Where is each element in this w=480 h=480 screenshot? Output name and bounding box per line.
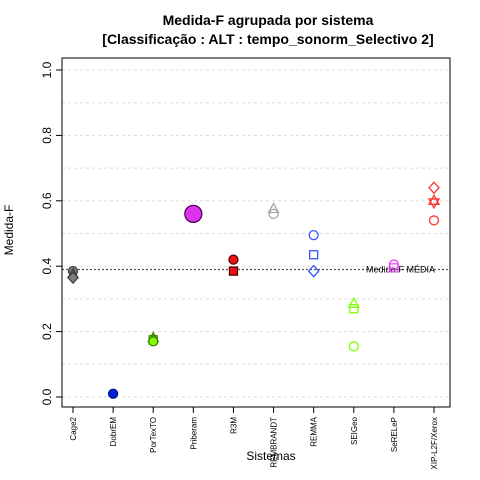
data-point [308,229,319,241]
data-point [428,181,440,195]
data-point [267,202,280,214]
data-point [307,264,320,278]
reference-line-label: Medida-F MÉDIA [366,264,435,274]
x-tick-label: PorTexTO [149,417,158,453]
y-tick-label: 0.4 [40,258,54,275]
x-tick-label: XIP-L2F/Xerox [430,417,439,469]
data-point [349,304,359,314]
data-point [228,254,239,265]
x-tick-label: SEIGeo [350,416,359,445]
chart-title: Medida-F agrupada por sistema [163,12,374,28]
data-point [228,266,239,276]
y-tick-label: 0.0 [40,388,54,405]
data-point [184,204,203,224]
y-tick-label: 0.8 [40,127,54,144]
x-tick-label: REMBRANDT [270,417,279,468]
chart-subtitle: [Classificação : ALT : tempo_sonorm_Sele… [102,31,433,47]
data-point [428,215,440,226]
data-point [348,341,359,352]
x-tick-label: REMMA [310,416,319,446]
data-point [347,296,360,308]
y-tick-label: 0.6 [40,192,54,209]
y-axis-label: Medida-F [2,205,16,256]
x-tick-label: Priberam [189,417,198,450]
data-point [148,336,159,347]
x-axis: Cage2 DobrEM PorTexTO Priberam R3M REMBRANDT R… [69,407,439,469]
data-point [309,250,319,260]
x-tick-label: SeRELeP [390,417,399,452]
data-point [268,208,279,220]
data-point [389,263,399,273]
data-point [67,271,79,285]
x-tick-label: DobrEM [109,417,118,447]
x-tick-label: Cage2 [69,416,78,440]
plot-area [61,57,451,408]
data-point [107,388,119,399]
y-tick-label: 1.0 [40,61,54,78]
y-axis: 0.0 0.2 0.4 0.6 0.8 1.0 [40,61,62,405]
data-point [427,198,441,210]
y-tick-label: 0.2 [40,323,54,340]
data-point [427,193,441,205]
x-axis-label: Sistemas [246,449,295,463]
x-tick-label: R3M [229,417,238,434]
gridlines [62,69,450,398]
data-points [66,181,441,399]
